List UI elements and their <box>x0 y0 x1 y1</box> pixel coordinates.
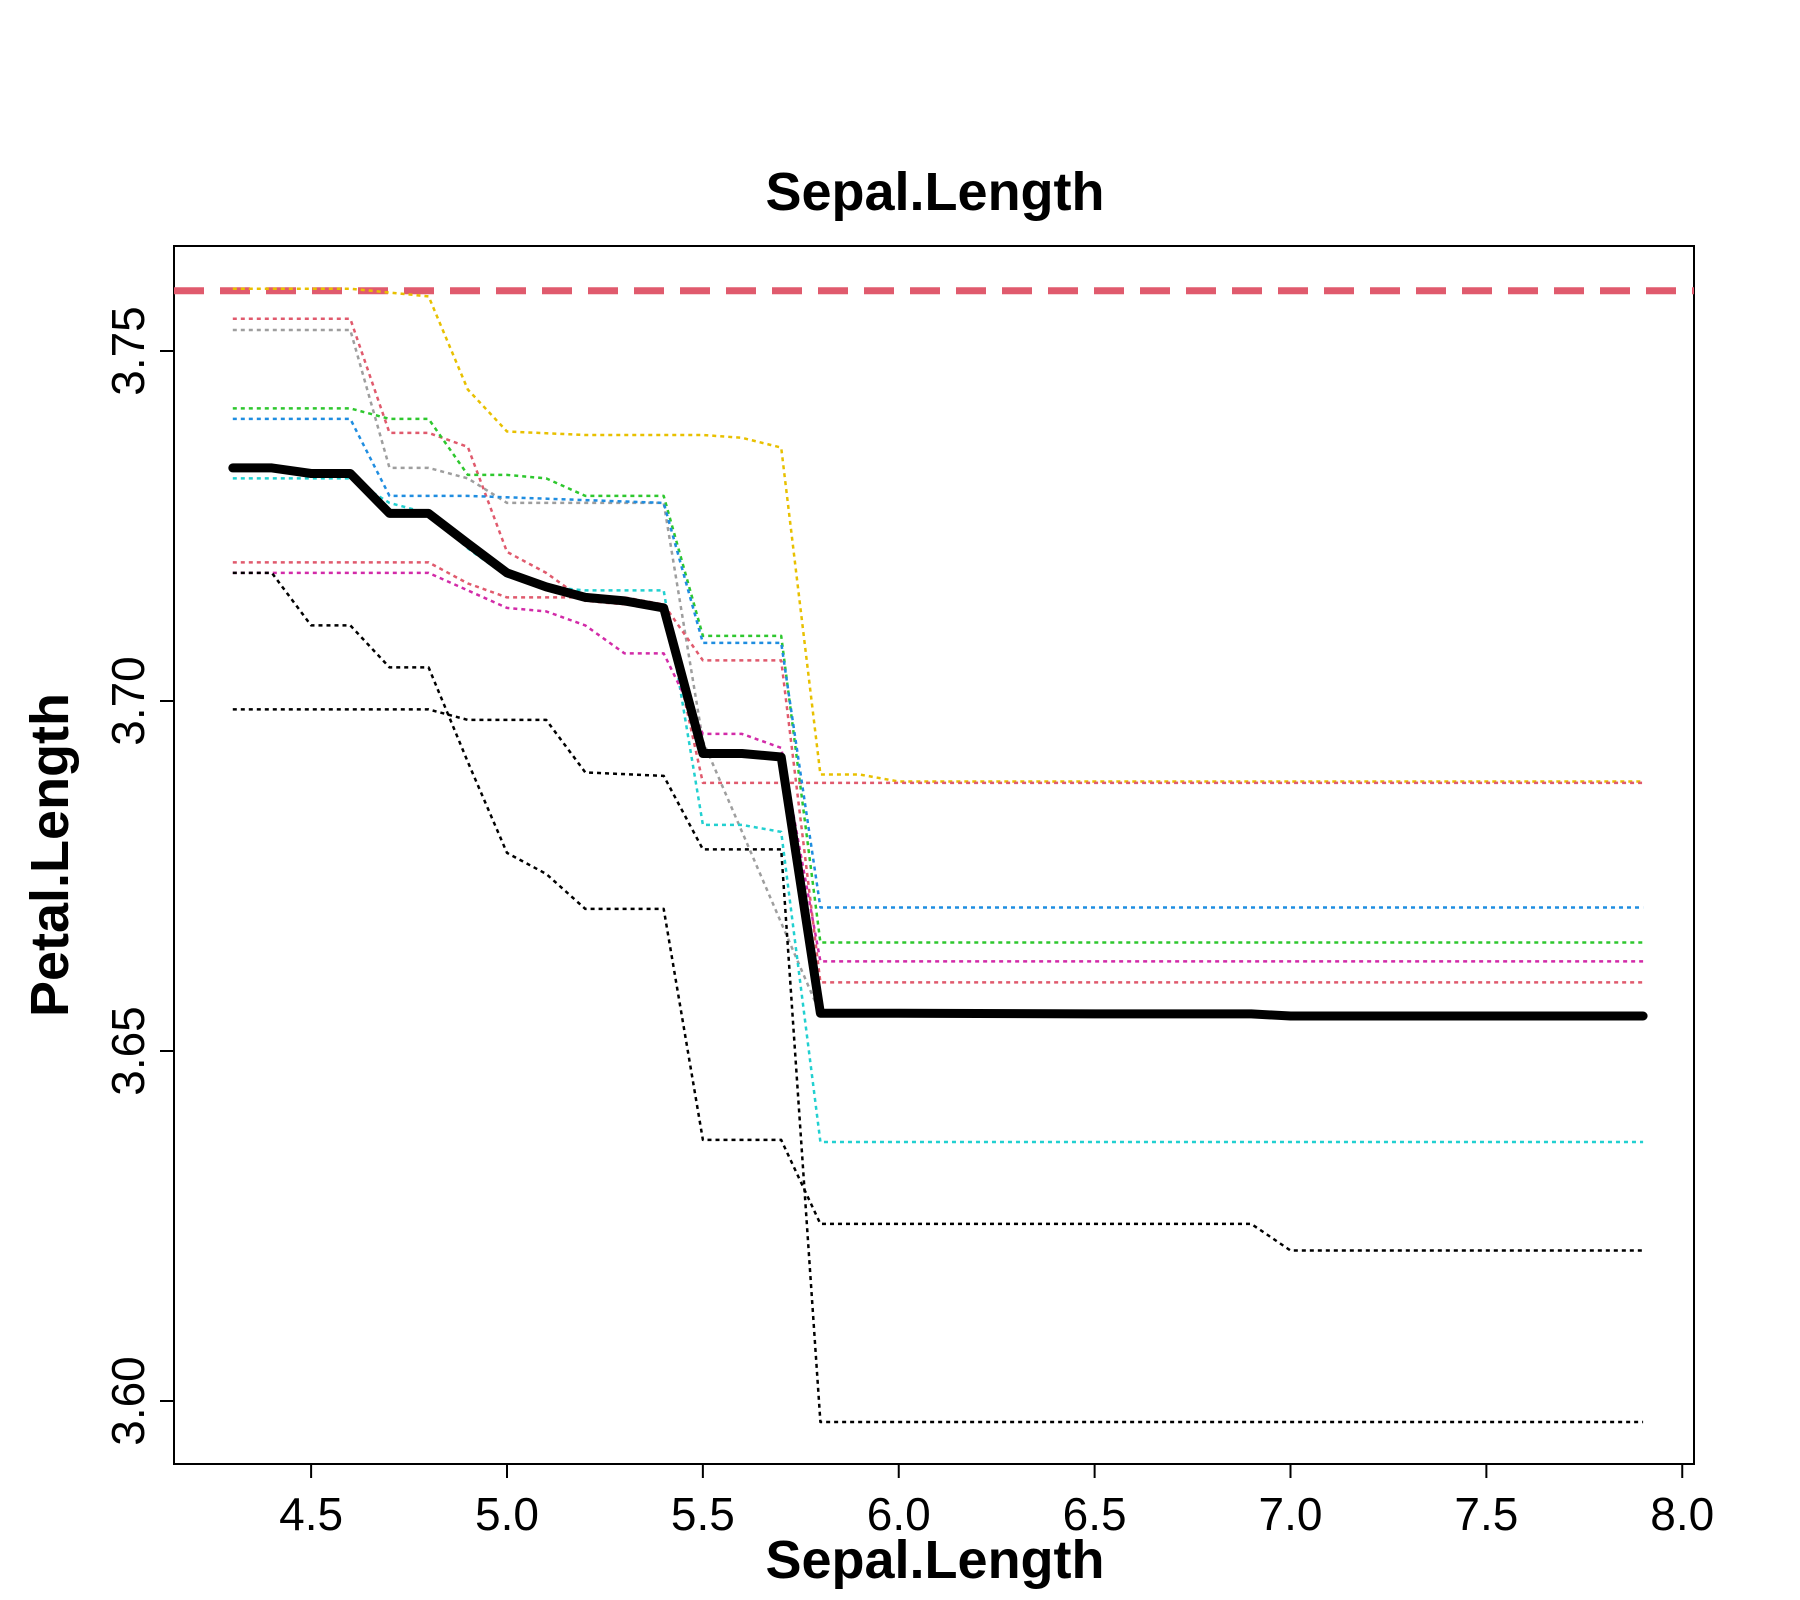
x-tick-label: 8.0 <box>1650 1488 1714 1540</box>
mean-series-line <box>228 463 1648 1021</box>
ice-series-line-5 <box>232 417 1644 909</box>
x-tick-label: 6.0 <box>867 1488 931 1540</box>
x-tick-label: 5.0 <box>475 1488 539 1540</box>
x-axis-label: Sepal.Length <box>765 1530 1104 1590</box>
plot-frame <box>173 245 1695 1465</box>
ice-series-line-4 <box>232 407 1644 944</box>
x-tick-label: 4.5 <box>279 1488 343 1540</box>
x-tick-label: 5.5 <box>671 1488 735 1540</box>
y-tick-label: 3.70 <box>102 656 154 746</box>
y-tick-label: 3.60 <box>102 1356 154 1446</box>
y-axis: 3.60 3.65 3.70 3.75 <box>102 306 174 1446</box>
ice-series-line-8 <box>232 561 1644 984</box>
ice-series-line-6 <box>232 477 1644 1144</box>
ice-series-line-9 <box>232 571 1644 1252</box>
y-axis-label: Petal.Length <box>20 693 80 1017</box>
x-tick-label: 6.5 <box>1063 1488 1127 1540</box>
ice-series-line-10 <box>232 708 1644 1424</box>
x-axis: 4.5 5.0 5.5 6.0 6.5 7.0 7.5 8.0 <box>279 1464 1714 1540</box>
y-tick-label: 3.65 <box>102 1006 154 1096</box>
chart-title: Sepal.Length <box>765 162 1104 222</box>
ice-series-line-2 <box>232 317 1644 785</box>
ice-series-line-3 <box>232 328 1644 1016</box>
y-tick-label: 3.75 <box>102 306 154 396</box>
ice-series-line-7 <box>232 571 1644 963</box>
x-tick-label: 7.0 <box>1259 1488 1323 1540</box>
x-tick-label: 7.5 <box>1454 1488 1518 1540</box>
series-layer <box>228 287 1648 1424</box>
